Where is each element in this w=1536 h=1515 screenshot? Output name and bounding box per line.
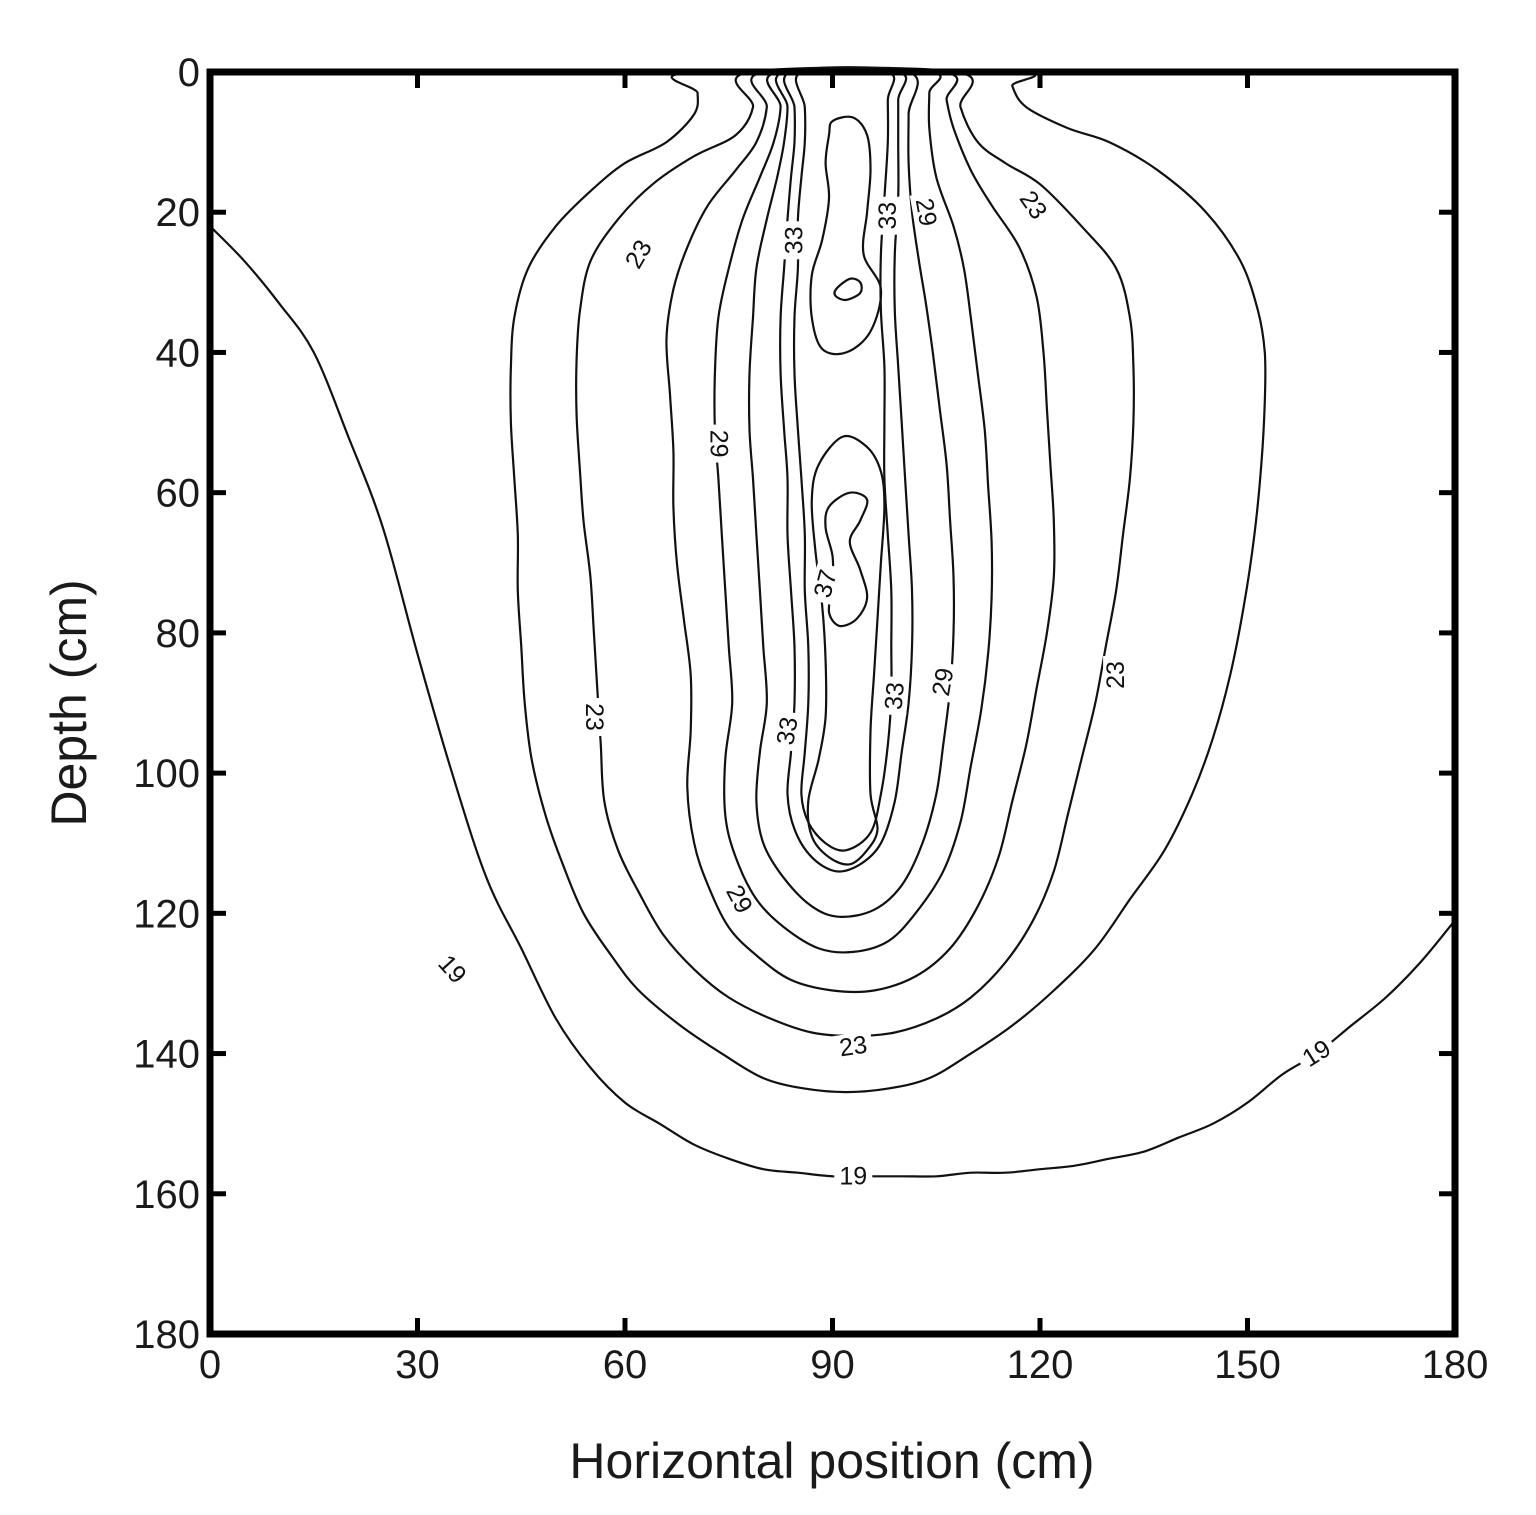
x-tick-label: 150 bbox=[1214, 1343, 1281, 1387]
contour-label-background bbox=[1293, 1032, 1340, 1075]
contour-line-25 bbox=[665, 66, 1056, 994]
contour-line-35 bbox=[809, 115, 883, 356]
contour-line-37 bbox=[824, 491, 869, 628]
contour-label-text: 29 bbox=[927, 666, 959, 698]
contour-labels: 19 19 19 23 23 23 23 23 29 29 29 29 33 33 33 33 37 bbox=[429, 182, 1340, 1190]
contour-line-33 bbox=[792, 66, 896, 852]
contour-label-background bbox=[874, 196, 901, 235]
contour-label-background bbox=[705, 424, 732, 463]
contour-label-29: 29 bbox=[927, 661, 960, 703]
x-tick-label: 180 bbox=[1422, 1343, 1489, 1387]
contour-label-33: 33 bbox=[874, 196, 902, 235]
contour-label-23: 23 bbox=[1102, 656, 1130, 694]
contour-label-23: 23 bbox=[1011, 182, 1055, 229]
y-tick-label: 60 bbox=[156, 472, 201, 516]
contour-line-35 bbox=[806, 434, 886, 866]
contour-label-29: 29 bbox=[909, 191, 943, 234]
contour-label-text: 19 bbox=[839, 1162, 867, 1190]
contour-label-text: 33 bbox=[874, 202, 902, 230]
contour-label-33: 33 bbox=[771, 710, 804, 752]
contour-label-background bbox=[618, 231, 660, 278]
contour-line-19 bbox=[208, 225, 1457, 1178]
plot-frame bbox=[206, 68, 1459, 1338]
contour-label-background bbox=[909, 191, 943, 234]
contour-label-19: 19 bbox=[1293, 1032, 1340, 1075]
contour-line-31 bbox=[779, 66, 914, 873]
x-tick-label: 0 bbox=[199, 1343, 221, 1387]
x-tick-label: 120 bbox=[1007, 1343, 1074, 1387]
contour-label-19: 19 bbox=[834, 1162, 873, 1190]
contour-label-33: 33 bbox=[781, 221, 809, 260]
contour-label-23: 23 bbox=[580, 698, 608, 736]
y-tick-label: 0 bbox=[178, 51, 200, 95]
contour-label-text: 19 bbox=[432, 950, 471, 989]
contour-label-text: 33 bbox=[880, 681, 910, 711]
contour-label-29: 29 bbox=[704, 424, 732, 463]
contour-label-background bbox=[834, 1163, 873, 1190]
x-tick-label: 90 bbox=[810, 1343, 855, 1387]
x-tick-label: 60 bbox=[603, 1343, 648, 1387]
contour-line-27 bbox=[713, 67, 994, 954]
y-tick-label: 140 bbox=[133, 1033, 200, 1077]
contour-label-text: 33 bbox=[781, 226, 809, 254]
contour-label-text: 23 bbox=[580, 703, 608, 731]
contour-label-background bbox=[580, 698, 607, 736]
contour-label-background bbox=[781, 221, 808, 260]
contour-label-background bbox=[1103, 656, 1130, 694]
contour-label-text: 23 bbox=[1102, 661, 1130, 689]
y-tick-label: 20 bbox=[156, 191, 201, 235]
contour-label-37: 37 bbox=[808, 562, 844, 606]
contour-label-background bbox=[771, 710, 804, 752]
contour-label-19: 19 bbox=[429, 946, 475, 993]
contour-label-text: 29 bbox=[910, 196, 942, 228]
contour-lines bbox=[208, 66, 1457, 1178]
y-tick-label: 160 bbox=[133, 1173, 200, 1217]
y-axis-title: Depth (cm) bbox=[41, 579, 97, 826]
contour-label-background bbox=[880, 675, 910, 717]
y-tick-label: 120 bbox=[133, 892, 200, 936]
contour-label-29: 29 bbox=[718, 876, 760, 923]
x-axis-title: Horizontal position (cm) bbox=[569, 1433, 1094, 1489]
contour-label-background bbox=[927, 661, 960, 703]
contour-label-33: 33 bbox=[880, 675, 910, 717]
y-tick-label: 100 bbox=[133, 752, 200, 796]
x-tick-label: 30 bbox=[395, 1343, 440, 1387]
contour-label-text: 23 bbox=[838, 1031, 869, 1063]
contour-line-37 bbox=[833, 277, 863, 302]
contour-line-21 bbox=[509, 68, 1267, 1094]
y-tick-label: 40 bbox=[156, 331, 201, 375]
contour-label-23: 23 bbox=[832, 1030, 874, 1063]
contour-label-background bbox=[429, 946, 475, 993]
y-tick-label: 180 bbox=[133, 1313, 200, 1357]
contour-label-background bbox=[808, 562, 844, 606]
contour-label-background bbox=[1011, 182, 1055, 229]
contour-line-29 bbox=[747, 66, 956, 918]
y-tick-label: 80 bbox=[156, 612, 201, 656]
contour-label-text: 29 bbox=[704, 430, 732, 458]
contour-label-background bbox=[832, 1030, 874, 1063]
contour-label-23: 23 bbox=[618, 231, 660, 278]
contour-label-text: 33 bbox=[771, 715, 803, 747]
contour-label-background bbox=[718, 876, 760, 923]
